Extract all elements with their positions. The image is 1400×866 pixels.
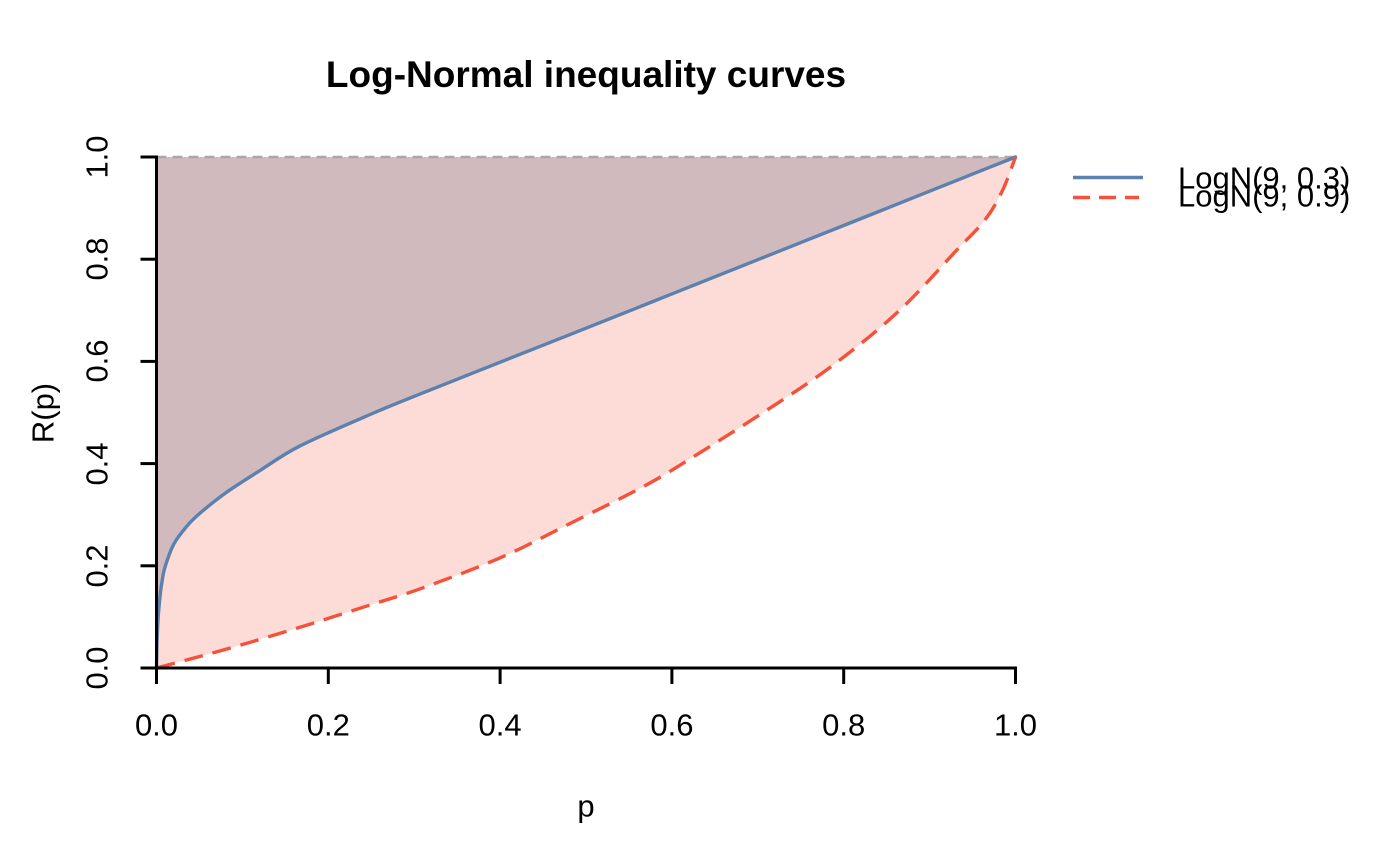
x-axis-ticks [155,668,1017,684]
x-tick-label: 1.0 [993,707,1038,743]
shaded-area-logn-0p9 [156,157,1016,668]
y-axis-ticks [140,155,157,670]
x-tick-label: 0.8 [822,707,866,743]
legend-label-logn-0p9: LogN(9, 0.9) [1178,178,1351,214]
chart-title: Log-Normal inequality curves [325,54,847,95]
legend-label-logn-0p3: LogN(9, 0.3) [1178,160,1351,196]
y-axis-label: R(p) [25,382,61,444]
y-tick-label: 0.4 [79,442,115,486]
x-tick-label: 0.4 [478,707,522,743]
x-tick-label: 0.0 [134,707,179,743]
y-tick-label: 0.8 [79,237,115,281]
x-axis-label: p [577,788,595,824]
curve-logn-9-0p9 [156,156,1018,670]
y-tick-label: 0.2 [79,544,115,588]
y-tick-label: 0.6 [79,339,115,383]
curve-logn-9-0p3 [154,155,1018,670]
y-tick-label: 1.0 [79,135,115,179]
x-tick-label: 0.2 [306,707,350,743]
shaded-area-logn-0p3 [156,157,1016,668]
y-tick-label: 0.0 [79,646,115,690]
x-tick-label: 0.6 [650,707,694,743]
